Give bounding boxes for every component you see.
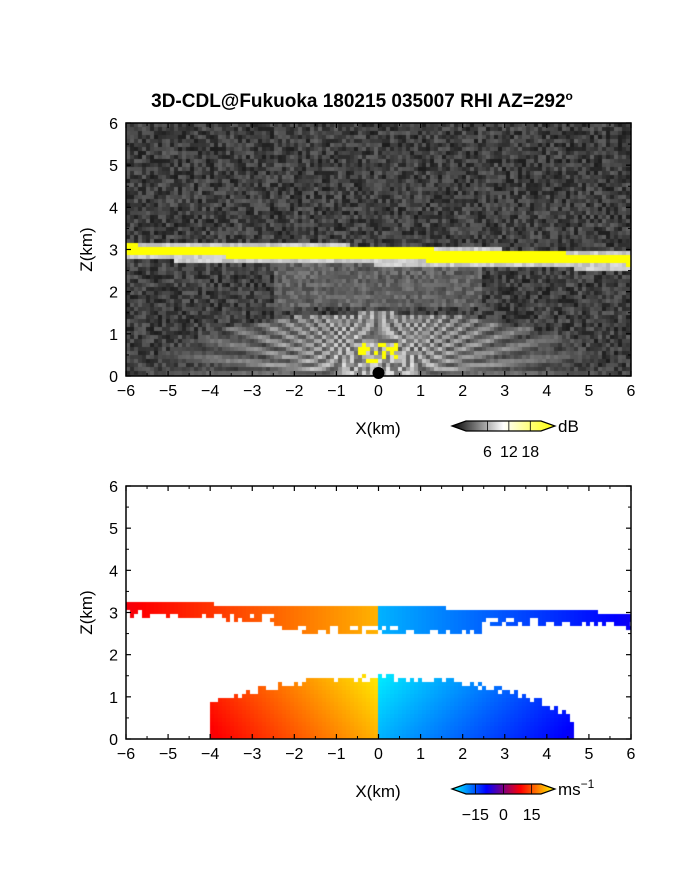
colorbar-unit: ms−1 bbox=[558, 777, 595, 799]
y-tick-label: 0 bbox=[109, 732, 118, 749]
y-tick-label: 2 bbox=[109, 648, 118, 665]
colorbar-tick-label: 15 bbox=[523, 807, 541, 824]
y-tick-label: 6 bbox=[109, 479, 118, 496]
colorbar-tick-label: 6 bbox=[483, 444, 492, 461]
y-tick-label: 3 bbox=[109, 243, 118, 260]
y-axis-label: Z(km) bbox=[77, 227, 96, 271]
colorbar-tick-label: 18 bbox=[521, 444, 539, 461]
x-tick-label: 0 bbox=[374, 383, 383, 400]
x-tick-label: 5 bbox=[584, 746, 593, 763]
x-tick-label: −4 bbox=[201, 383, 219, 400]
x-tick-label: 2 bbox=[458, 383, 467, 400]
x-tick-label: 6 bbox=[627, 383, 636, 400]
x-tick-label: −6 bbox=[117, 383, 135, 400]
x-axis-label: X(km) bbox=[355, 782, 400, 801]
x-axis-label: X(km) bbox=[355, 419, 400, 438]
x-tick-label: 6 bbox=[627, 746, 636, 763]
x-tick-label: 1 bbox=[416, 746, 425, 763]
x-tick-label: −2 bbox=[285, 383, 303, 400]
x-tick-label: −1 bbox=[327, 383, 345, 400]
figure-title: 3D-CDL@Fukuoka 180215 035007 RHI AZ=292o bbox=[151, 89, 573, 112]
y-axis-label: Z(km) bbox=[77, 590, 96, 634]
x-tick-label: −5 bbox=[159, 746, 177, 763]
x-tick-label: 1 bbox=[416, 383, 425, 400]
colorbar-tick-label: 0 bbox=[499, 807, 508, 824]
colorbar-tick-label: 12 bbox=[500, 444, 518, 461]
x-tick-label: 0 bbox=[374, 746, 383, 763]
x-tick-label: −4 bbox=[201, 746, 219, 763]
reflectivity-field bbox=[126, 123, 631, 376]
colorbar-tick-label: −15 bbox=[462, 807, 489, 824]
y-tick-label: 3 bbox=[109, 606, 118, 623]
velocity-field bbox=[126, 486, 631, 739]
x-tick-label: −3 bbox=[243, 383, 261, 400]
x-tick-label: −5 bbox=[159, 383, 177, 400]
x-tick-label: 3 bbox=[500, 383, 509, 400]
y-tick-label: 2 bbox=[109, 285, 118, 302]
y-tick-label: 0 bbox=[109, 369, 118, 386]
x-tick-label: 5 bbox=[584, 383, 593, 400]
x-tick-label: −6 bbox=[117, 746, 135, 763]
y-tick-label: 4 bbox=[109, 200, 118, 217]
x-tick-label: −3 bbox=[243, 746, 261, 763]
x-tick-label: 2 bbox=[458, 746, 467, 763]
x-tick-label: 3 bbox=[500, 746, 509, 763]
y-tick-label: 1 bbox=[109, 690, 118, 707]
x-tick-label: −1 bbox=[327, 746, 345, 763]
y-tick-label: 5 bbox=[109, 521, 118, 538]
y-tick-label: 4 bbox=[109, 563, 118, 580]
x-tick-label: 4 bbox=[542, 746, 551, 763]
x-tick-label: 4 bbox=[542, 383, 551, 400]
y-tick-label: 6 bbox=[109, 116, 118, 133]
colorbar-unit: dB bbox=[558, 417, 579, 436]
y-tick-label: 1 bbox=[109, 327, 118, 344]
x-tick-label: −2 bbox=[285, 746, 303, 763]
colorbar bbox=[450, 420, 557, 432]
y-tick-label: 5 bbox=[109, 158, 118, 175]
